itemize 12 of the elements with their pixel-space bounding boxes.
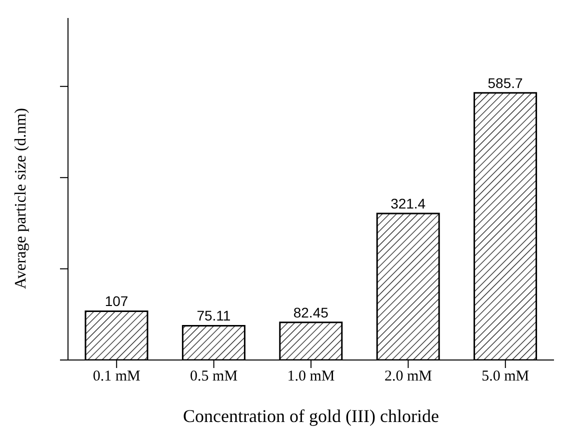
data-label: 321.4 [390,195,426,212]
x-axis-title: Concentration of gold (III) chloride [183,406,439,426]
data-label: 82.45 [293,304,329,320]
data-label: 585.7 [488,74,524,91]
x-tick-label: 0.5 mM [190,368,238,385]
x-tick-label: 0.1 mM [92,368,140,385]
x-tick-label: 5.0 mM [482,368,530,385]
y-axis-title: Average particle size (d.nm) [12,108,30,289]
x-tick-label: 1.0 mM [287,368,335,385]
data-label: 75.11 [196,308,231,324]
x-tick-label: 2.0 mM [384,368,432,385]
data-label: 107 [104,293,128,310]
